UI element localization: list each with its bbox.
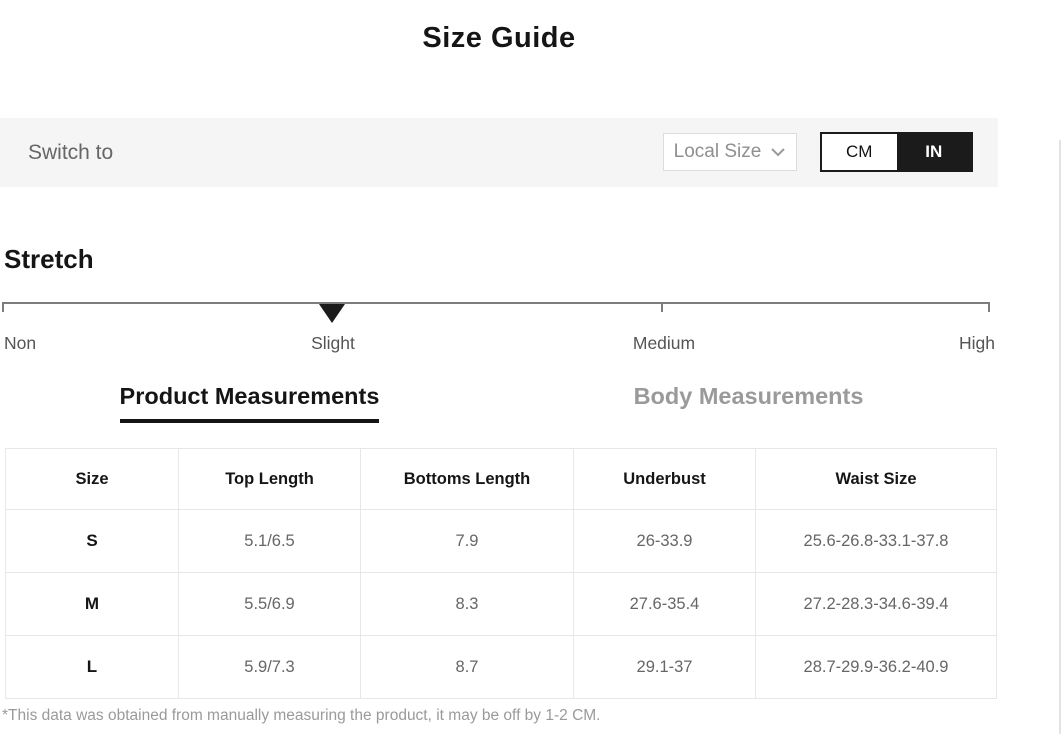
tab-product-measurements[interactable]: Product Measurements [0,383,499,423]
unit-cm-button[interactable]: CM [822,134,897,170]
size-cell: L [5,635,179,699]
table-cell: 27.2-28.3-34.6-39.4 [755,572,997,636]
local-size-value: Local Size [673,141,762,162]
column-header-size: Size [5,448,179,510]
scrollbar[interactable] [1059,140,1061,734]
table-cell: 5.1/6.5 [178,509,361,573]
table-cell: 28.7-29.9-36.2-40.9 [755,635,997,699]
slider-label-high: High [959,333,995,353]
unit-in-button[interactable]: IN [896,134,971,170]
size-cell: M [5,572,179,636]
slider-label-non: Non [4,333,37,353]
table-cell: 27.6-35.4 [573,572,756,636]
measurements-tabs: Product Measurements Body Measurements [0,383,998,423]
table-row: S 5.1/6.5 7.9 26-33.9 25.6-26.8-33.1-37.… [5,509,997,573]
column-header-underbust: Underbust [573,448,756,510]
slider-track[interactable] [2,302,990,304]
table-cell: 8.3 [360,572,574,636]
unit-toggle: CM IN [820,132,973,172]
table-header-row: Size Top Length Bottoms Length Underbust… [5,448,997,510]
tab-body-measurements-label: Body Measurements [633,383,864,409]
tab-body-measurements[interactable]: Body Measurements [499,383,998,423]
column-header-top-length: Top Length [178,448,361,510]
table-row: M 5.5/6.9 8.3 27.6-35.4 27.2-28.3-34.6-3… [5,572,997,636]
size-cell: S [5,509,179,573]
table-cell: 25.6-26.8-33.1-37.8 [755,509,997,573]
switch-to-bar: Switch to Local Size CM IN [0,118,998,187]
stretch-slider[interactable]: Non Slight Medium High [0,302,998,364]
stretch-heading: Stretch [4,244,94,274]
size-table: Size Top Length Bottoms Length Underbust… [5,448,997,699]
chevron-down-icon [771,148,786,157]
slider-label-slight: Slight [311,333,355,353]
table-cell: 7.9 [360,509,574,573]
column-header-waist-size: Waist Size [755,448,997,510]
slider-tick-non [2,302,4,312]
slider-tick-high [988,302,990,312]
table-cell: 5.5/6.9 [178,572,361,636]
slider-marker-triangle-icon[interactable] [319,304,345,323]
table-cell: 26-33.9 [573,509,756,573]
table-cell: 8.7 [360,635,574,699]
slider-label-medium: Medium [632,333,696,353]
local-size-dropdown[interactable]: Local Size [663,133,797,171]
column-header-bottoms-length: Bottoms Length [360,448,574,510]
slider-tick-medium [661,302,663,312]
table-row: L 5.9/7.3 8.7 29.1-37 28.7-29.9-36.2-40.… [5,635,997,699]
tab-product-measurements-label: Product Measurements [119,383,380,423]
page-title: Size Guide [422,22,576,54]
table-cell: 5.9/7.3 [178,635,361,699]
switch-to-label: Switch to [28,140,114,164]
table-cell: 29.1-37 [573,635,756,699]
measurement-footnote: *This data was obtained from manually me… [2,707,601,724]
